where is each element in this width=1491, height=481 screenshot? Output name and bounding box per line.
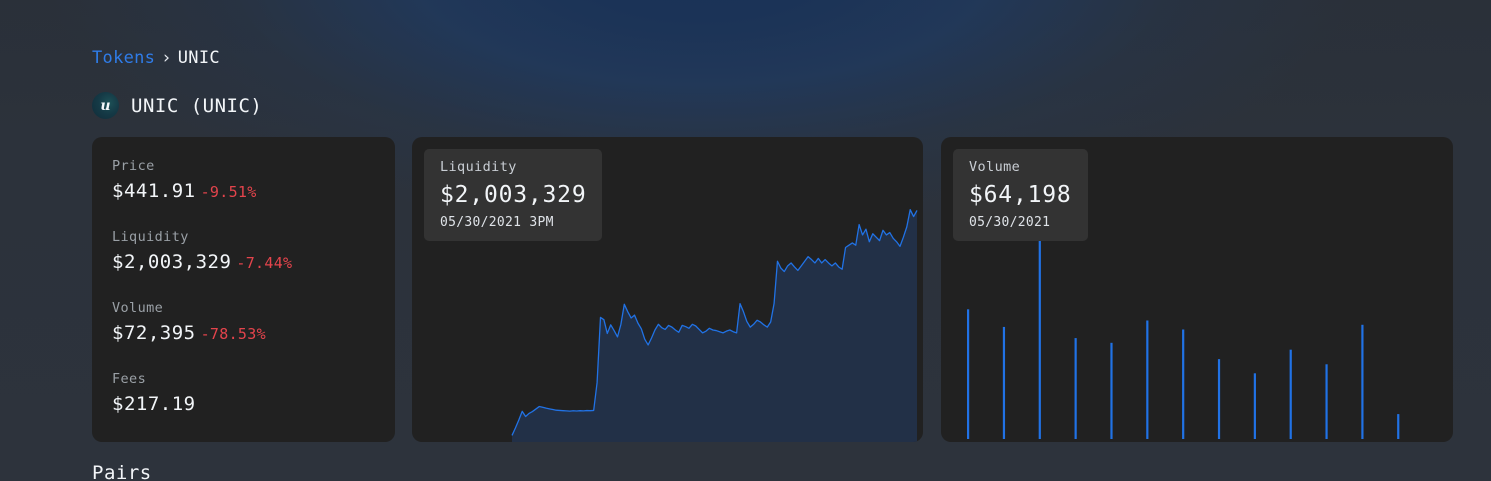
tooltip-date: 05/30/2021: [969, 215, 1051, 230]
tooltip-label: Volume: [969, 159, 1021, 175]
volume-bar[interactable]: [1074, 338, 1077, 439]
cards-row: Price $441.91 -9.51% Liquidity $2,003,32…: [92, 137, 1453, 442]
volume-bar[interactable]: [1325, 364, 1328, 439]
volume-bar[interactable]: [1038, 163, 1041, 439]
volume-bar[interactable]: [1361, 324, 1364, 439]
volume-bar[interactable]: [1397, 414, 1400, 439]
volume-bar-chart[interactable]: [941, 137, 1453, 442]
stat-change: -78.53%: [200, 325, 266, 343]
tooltip-value: $2,003,329: [440, 182, 587, 208]
token-avatar-icon: u: [92, 92, 119, 119]
stat-fees: Fees $217.19: [112, 371, 196, 415]
volume-bar[interactable]: [1182, 329, 1185, 440]
volume-bar[interactable]: [1289, 349, 1292, 439]
volume-tooltip: Volume $64,198 05/30/2021: [953, 149, 1088, 241]
tooltip-label: Liquidity: [440, 159, 517, 175]
breadcrumb-separator-icon: ›: [161, 48, 172, 68]
pairs-section-heading: Pairs: [92, 462, 152, 481]
liquidity-tooltip: Liquidity $2,003,329 05/30/2021 3PM: [424, 149, 603, 241]
token-header: u UNIC (UNIC): [92, 92, 262, 119]
stat-label: Liquidity: [112, 229, 189, 245]
stat-change: -9.51%: [200, 183, 257, 201]
stat-liquidity: Liquidity $2,003,329 -7.44%: [112, 229, 292, 273]
liquidity-chart-card[interactable]: Liquidity $2,003,329 05/30/2021 3PM: [412, 137, 923, 442]
stat-label: Price: [112, 158, 155, 174]
stat-label: Volume: [112, 300, 164, 316]
volume-bar[interactable]: [1146, 320, 1149, 439]
volume-bar[interactable]: [1217, 359, 1221, 439]
volume-bar[interactable]: [1002, 326, 1006, 439]
volume-chart-card[interactable]: Volume $64,198 05/30/2021: [941, 137, 1453, 442]
token-stats-card: Price $441.91 -9.51% Liquidity $2,003,32…: [92, 137, 395, 442]
stat-value: $72,395: [112, 322, 196, 344]
stat-price: Price $441.91 -9.51%: [112, 158, 257, 202]
tooltip-value: $64,198: [969, 182, 1072, 208]
stat-label: Fees: [112, 371, 147, 387]
stat-volume: Volume $72,395 -78.53%: [112, 300, 266, 344]
liquidity-area-chart[interactable]: [412, 137, 923, 442]
tooltip-date: 05/30/2021 3PM: [440, 215, 554, 230]
stat-value: $2,003,329: [112, 251, 232, 273]
volume-bar[interactable]: [1110, 342, 1113, 439]
stat-change: -7.44%: [236, 254, 293, 272]
stat-value: $441.91: [112, 180, 196, 202]
volume-bar[interactable]: [1253, 373, 1256, 439]
breadcrumb-current-unic: UNIC: [177, 48, 220, 68]
page-title: UNIC (UNIC): [131, 94, 263, 117]
stat-value: $217.19: [112, 393, 196, 415]
volume-bar[interactable]: [967, 309, 970, 439]
breadcrumb-link-tokens[interactable]: Tokens: [92, 48, 156, 68]
breadcrumb: Tokens › UNIC: [92, 48, 220, 68]
